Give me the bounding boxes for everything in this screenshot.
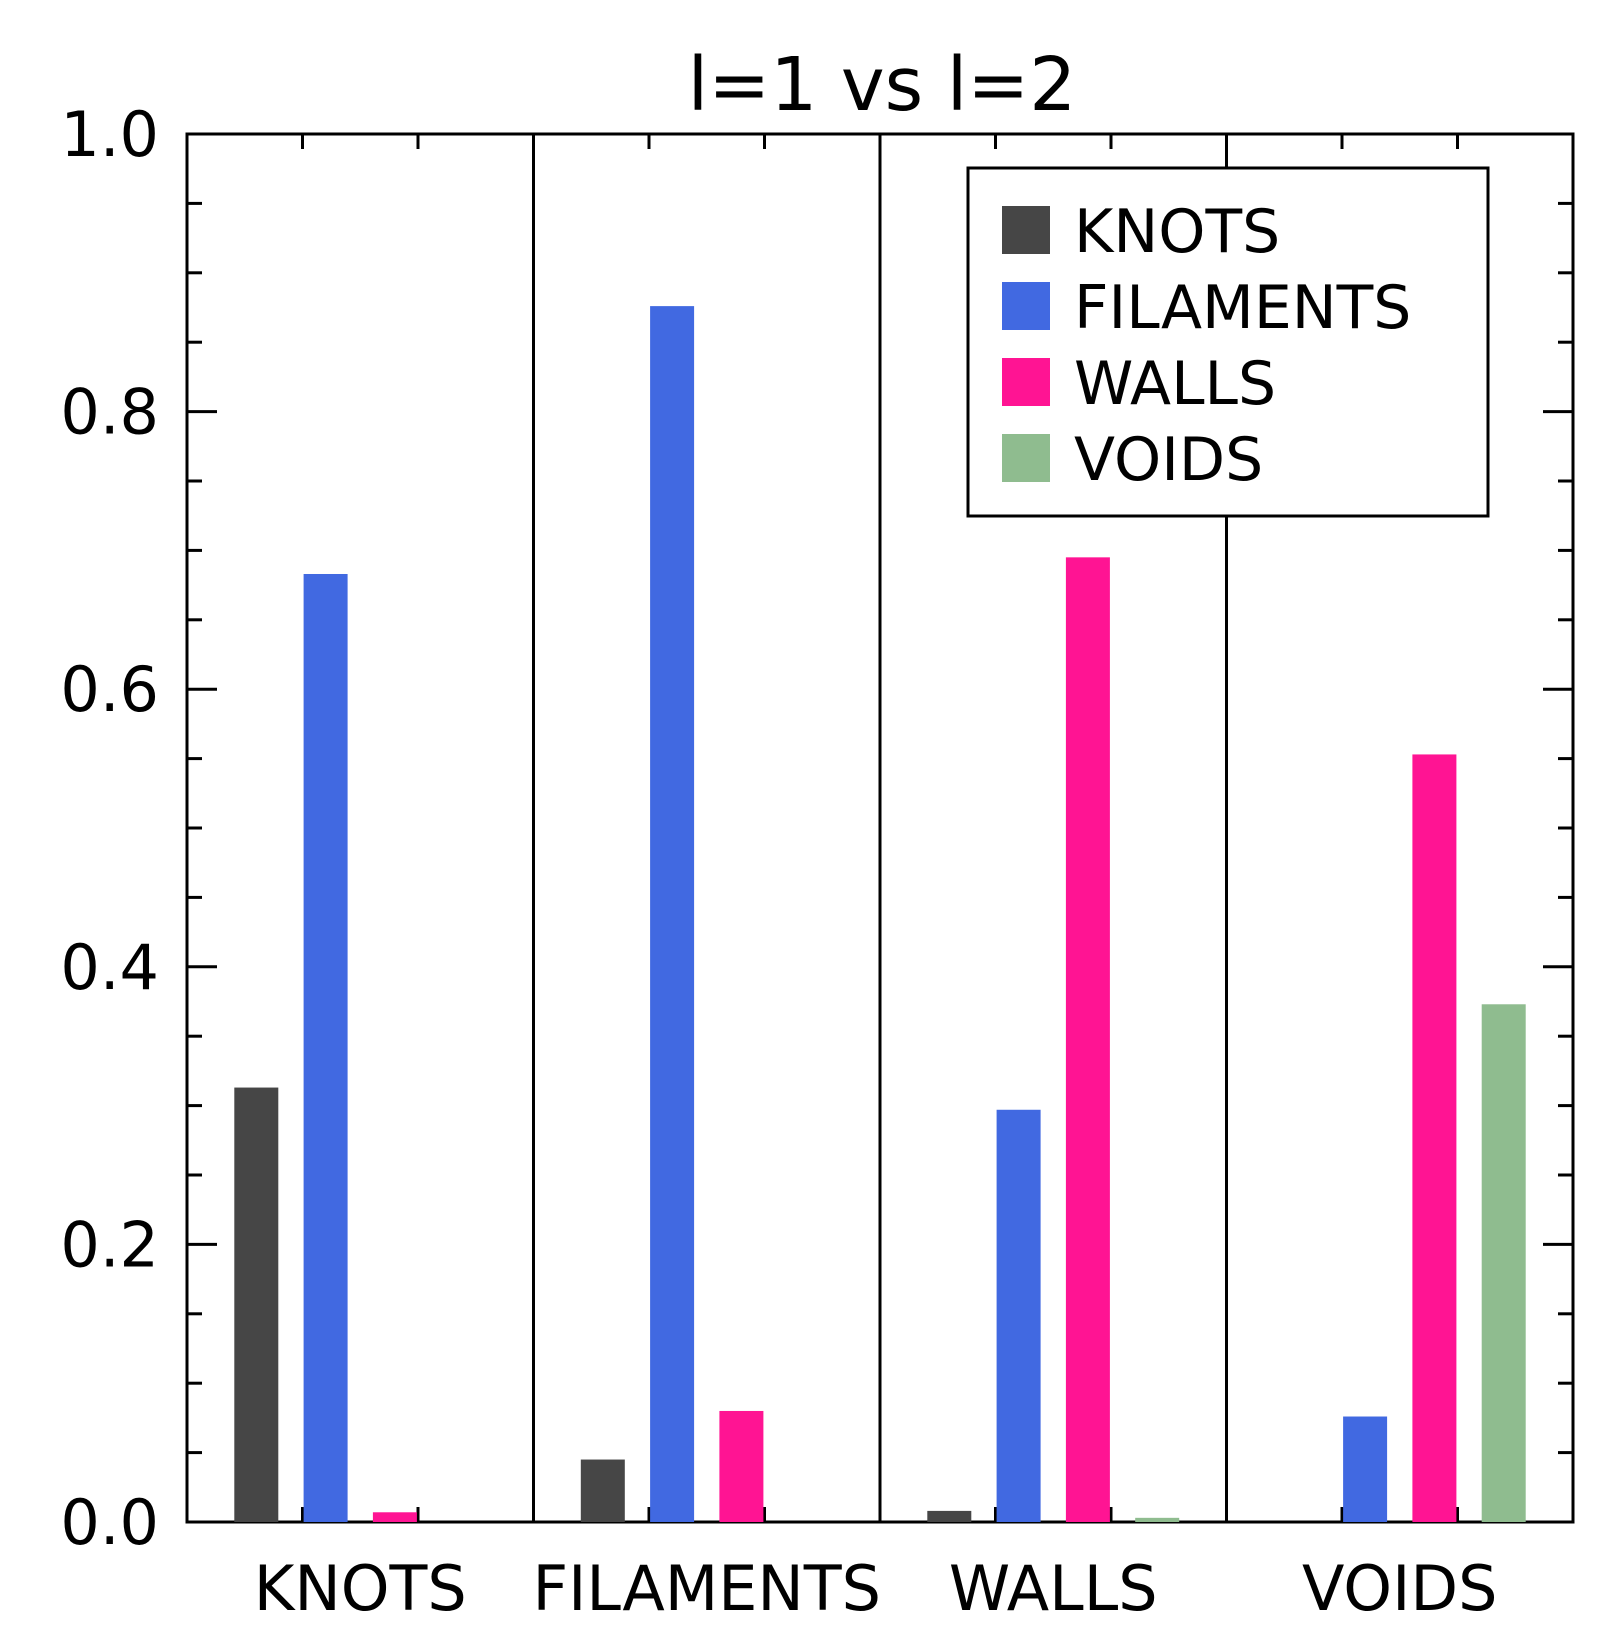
bar-walls-in-walls: [1065, 557, 1110, 1522]
legend-swatch: [1002, 282, 1050, 330]
bar-filaments-in-filaments: [650, 306, 695, 1522]
bar-walls-in-voids: [1412, 754, 1457, 1522]
y-tick-label: 0.4: [60, 931, 159, 1004]
legend-swatch: [1002, 434, 1050, 482]
bar-filaments-in-knots: [303, 573, 348, 1522]
chart-title: l=1 vs l=2: [688, 42, 1077, 128]
bar-voids-in-walls: [1135, 1517, 1180, 1522]
legend-label: KNOTS: [1074, 197, 1280, 267]
legend-swatch: [1002, 206, 1050, 254]
legend-box: [966, 166, 1490, 518]
legend-label: VOIDS: [1074, 425, 1263, 495]
legend-label: WALLS: [1074, 349, 1276, 419]
bar-filaments-in-voids: [1343, 1416, 1388, 1522]
y-tick-label: 1.0: [60, 98, 159, 171]
legend-label: FILAMENTS: [1074, 273, 1411, 343]
y-tick-label: 0.2: [60, 1208, 159, 1281]
bar-knots-in-knots: [234, 1087, 279, 1522]
y-tick-label: 0.8: [60, 376, 159, 449]
y-tick-label: 0.0: [60, 1486, 159, 1559]
bar-filaments-in-walls: [996, 1109, 1041, 1522]
bar-voids-in-voids: [1481, 1004, 1526, 1522]
x-category-label: WALLS: [949, 1552, 1158, 1625]
x-category-label: FILAMENTS: [532, 1552, 881, 1625]
bar-walls-in-knots: [372, 1512, 417, 1522]
bar-walls-in-filaments: [719, 1410, 764, 1522]
x-category-label: VOIDS: [1302, 1552, 1498, 1625]
legend-swatch: [1002, 358, 1050, 406]
bar-knots-in-filaments: [580, 1459, 625, 1522]
y-tick-label: 0.6: [60, 653, 159, 726]
bar-knots-in-walls: [927, 1510, 972, 1522]
x-category-label: KNOTS: [254, 1552, 467, 1625]
